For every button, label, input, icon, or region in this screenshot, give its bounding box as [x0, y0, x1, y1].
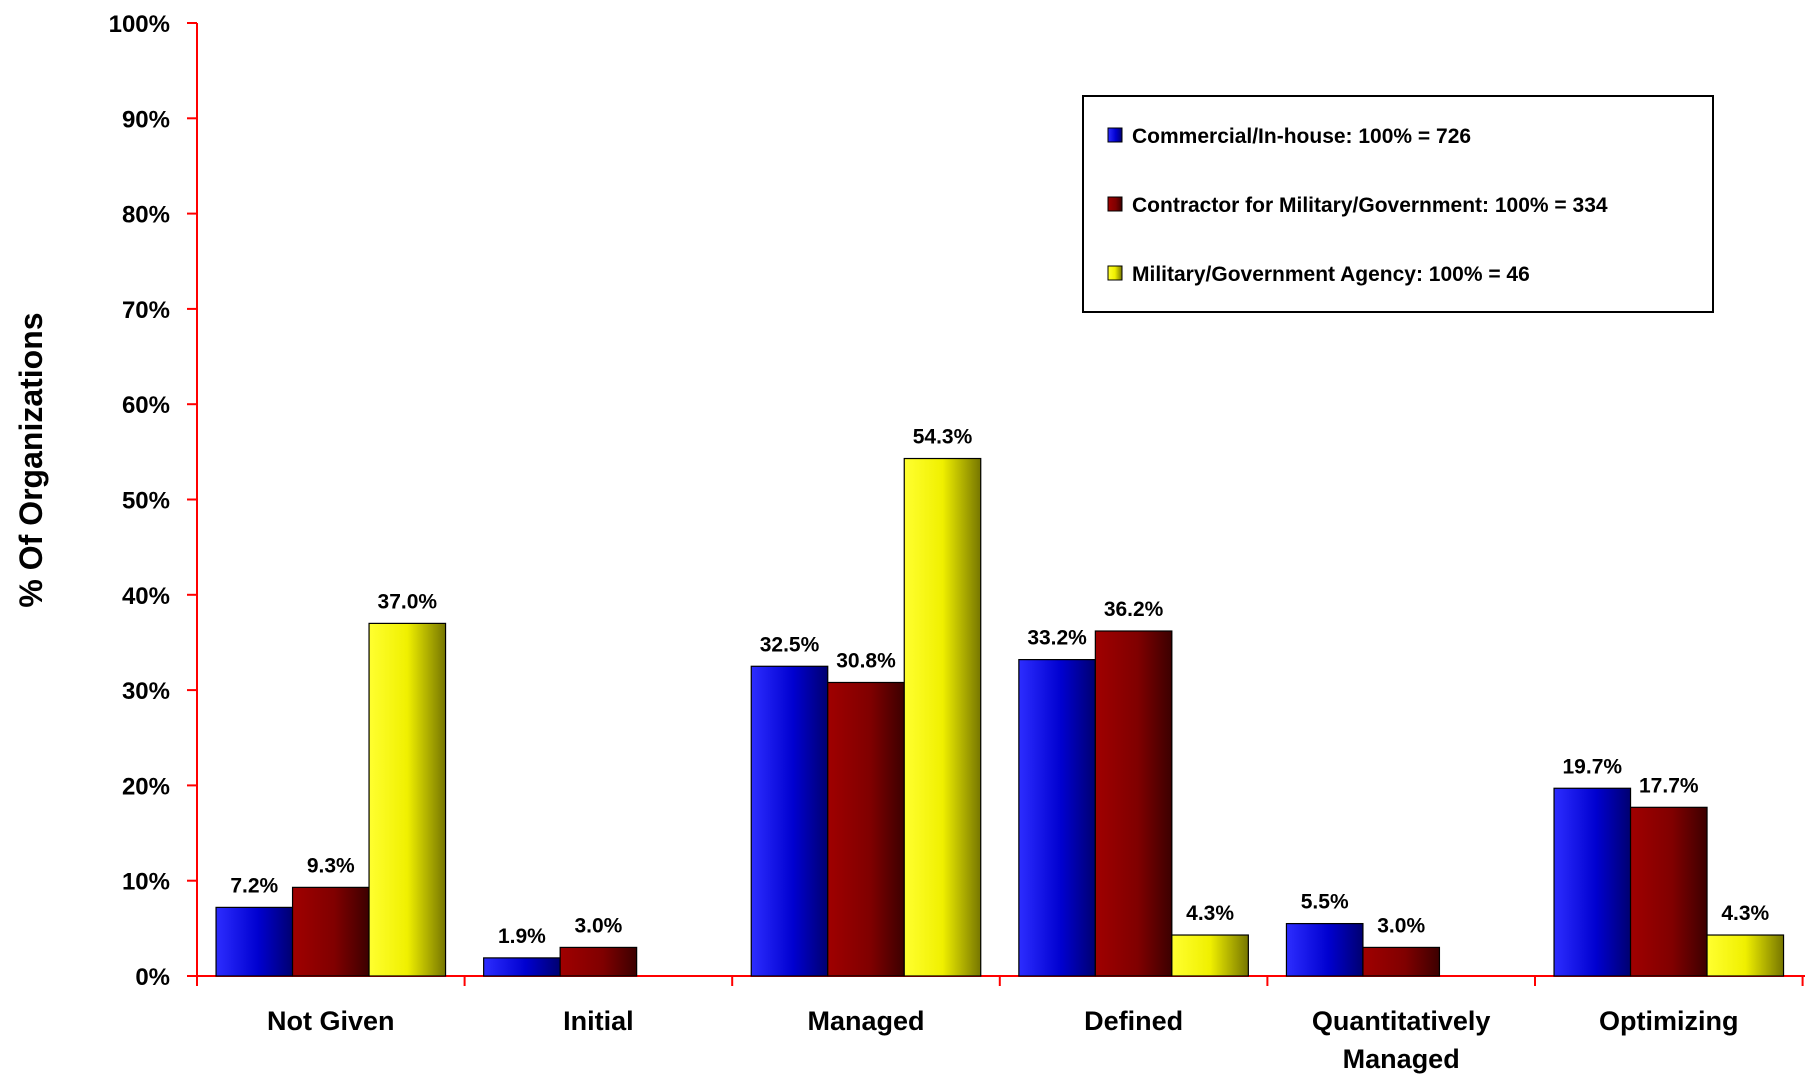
legend-box	[1082, 95, 1714, 313]
x-category-label: Managed	[807, 1006, 924, 1036]
y-axis: 0% 10% 20% 30% 40% 50% 60% 70% 80% 90% 100%	[109, 11, 198, 991]
data-label: 9.3%	[307, 854, 355, 877]
x-category-label: Optimizing	[1599, 1006, 1738, 1036]
legend-swatch	[1107, 265, 1123, 281]
bar	[1362, 946, 1441, 977]
data-label: 1.9%	[498, 925, 546, 948]
bar	[750, 665, 829, 977]
y-tick-label: 100%	[109, 11, 170, 38]
x-axis: Not Given Initial Managed Defined Quantitati…	[196, 975, 1805, 1074]
y-tick-label: 70%	[122, 297, 170, 324]
bars: 7.2% 9.3% 37.0% 1.9% 3.0% 32.5% 30.8% 54.3% 33.2…	[215, 426, 1785, 977]
y-axis-title: % Of Organizations	[13, 312, 49, 607]
bar	[368, 622, 447, 977]
x-category-label: Defined	[1084, 1006, 1183, 1036]
bar	[1094, 630, 1173, 977]
data-label: 3.0%	[574, 914, 622, 937]
legend-label: Commercial/In-house: 100% = 726	[1132, 125, 1471, 148]
legend: Commercial/In-house: 100% = 726 Contracto…	[1082, 95, 1714, 313]
y-tick-label: 20%	[122, 773, 170, 800]
data-label: 19.7%	[1563, 755, 1623, 778]
legend-label: Contractor for Military/Government: 100%…	[1132, 194, 1608, 217]
data-label: 33.2%	[1027, 627, 1087, 650]
y-tick-label: 0%	[135, 964, 170, 991]
data-label: 30.8%	[836, 649, 896, 672]
bar	[483, 957, 561, 977]
data-label: 17.7%	[1639, 774, 1699, 797]
y-tick-label: 90%	[122, 106, 170, 133]
bar	[903, 457, 982, 977]
data-label: 5.5%	[1301, 891, 1349, 914]
y-tick-label: 10%	[122, 869, 170, 896]
bar	[559, 946, 638, 977]
y-tick-label: 60%	[122, 392, 170, 419]
bar	[1018, 659, 1096, 977]
bar	[1171, 934, 1249, 977]
y-tick-label: 80%	[122, 202, 170, 229]
data-label: 4.3%	[1721, 902, 1769, 925]
x-category-label: Not Given	[267, 1006, 395, 1036]
bar	[1629, 806, 1708, 977]
bar	[827, 681, 905, 977]
data-label: 7.2%	[230, 874, 278, 897]
bar	[1553, 787, 1632, 977]
data-label: 54.3%	[913, 426, 973, 449]
bar	[291, 886, 370, 977]
x-category-label: Initial	[563, 1006, 634, 1036]
y-tick-label: 30%	[122, 678, 170, 705]
legend-swatch	[1107, 127, 1123, 143]
data-label: 4.3%	[1186, 902, 1234, 925]
x-category-label: Quantitatively	[1312, 1006, 1491, 1036]
data-label: 37.0%	[378, 590, 438, 613]
data-label: 36.2%	[1104, 598, 1164, 621]
bar	[1285, 922, 1364, 977]
y-tick-label: 50%	[122, 488, 170, 515]
data-label: 32.5%	[760, 633, 820, 656]
bar	[1706, 934, 1785, 977]
x-category-label: Managed	[1343, 1044, 1460, 1074]
legend-swatch	[1107, 196, 1123, 212]
legend-label: Military/Government Agency: 100% = 46	[1132, 263, 1530, 286]
y-tick-label: 40%	[122, 583, 170, 610]
data-label: 3.0%	[1377, 914, 1425, 937]
bar	[215, 906, 294, 977]
